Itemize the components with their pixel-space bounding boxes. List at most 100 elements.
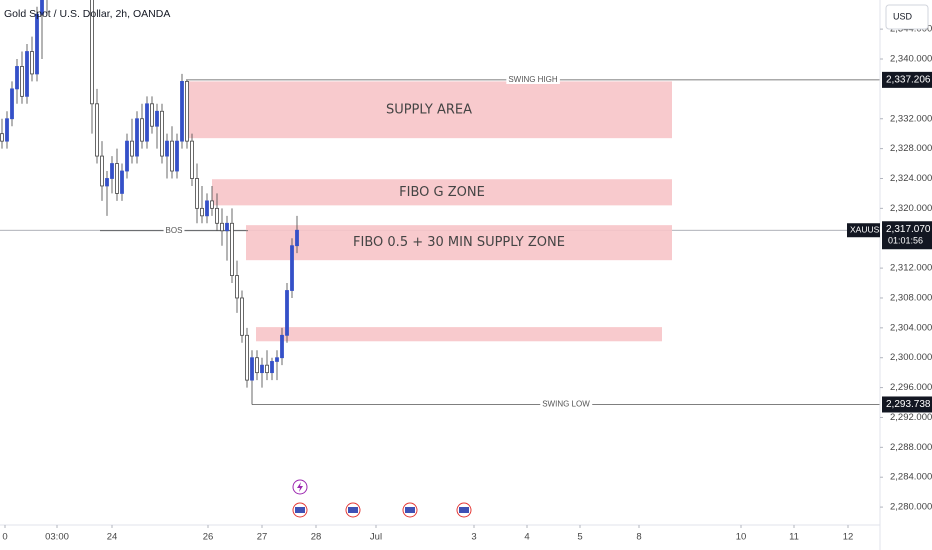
flag — [405, 507, 415, 513]
x-tick-label: 11 — [789, 532, 799, 543]
x-tick-label: 12 — [843, 532, 854, 543]
y-tick-label: 2,288.000 — [890, 442, 932, 453]
candle-body — [245, 334, 249, 381]
level-label: SWING LOW — [542, 400, 590, 409]
candle-body — [100, 155, 104, 187]
last-price-box — [882, 221, 932, 250]
candle-body — [120, 170, 124, 194]
zone — [256, 327, 662, 342]
candle-body — [165, 140, 169, 157]
x-tick-label: 27 — [257, 532, 268, 543]
level-label: SWING HIGH — [508, 75, 558, 84]
x-tick-label: 3 — [471, 532, 476, 543]
zone — [212, 179, 672, 206]
candle-body — [235, 275, 239, 299]
candle-body — [5, 118, 9, 142]
zone-label: FIBO 0.5 + 30 MIN SUPPLY ZONE — [353, 235, 565, 250]
candle-body — [40, 0, 44, 15]
candle-body — [265, 364, 269, 374]
candle-body — [220, 222, 224, 232]
candle-body — [0, 133, 4, 142]
candle-body — [30, 51, 34, 75]
y-tick-label: 2,296.000 — [890, 382, 932, 393]
y-tick-label: 2,304.000 — [890, 322, 932, 333]
x-tick-label: 4 — [524, 532, 529, 543]
candle-body — [190, 140, 194, 179]
candle-body — [105, 178, 109, 187]
candle-body — [260, 364, 264, 374]
countdown-label: 01:01:56 — [888, 236, 923, 246]
event-icons — [292, 479, 472, 518]
candle-body — [160, 110, 164, 157]
candle-body — [170, 140, 174, 172]
candle-body — [135, 118, 139, 157]
candle-body — [130, 140, 134, 157]
candle-body — [175, 140, 179, 172]
zone — [246, 225, 672, 261]
candle-body — [125, 140, 129, 172]
zone-label: FIBO G ZONE — [399, 185, 485, 200]
y-tick-label: 2,332.000 — [890, 113, 932, 124]
candle-body — [215, 207, 219, 224]
level-price-box — [882, 396, 932, 413]
level-price-label: 2,293.738 — [886, 399, 931, 410]
level-label-bg — [540, 399, 593, 409]
candle-body — [15, 66, 19, 90]
currency-label: USD — [893, 11, 913, 21]
x-tick-label: 0 — [2, 532, 7, 543]
level-label-bg — [163, 225, 185, 235]
candle-body — [250, 357, 254, 381]
candle-body — [110, 163, 114, 179]
symbol-box — [847, 223, 880, 238]
candle-body — [230, 222, 234, 276]
flag — [348, 507, 358, 513]
zone — [186, 81, 672, 139]
x-tick-label: 5 — [577, 532, 582, 543]
flag — [459, 507, 469, 513]
candle-body — [270, 361, 274, 374]
candle-body — [140, 118, 144, 142]
candle-body — [255, 357, 259, 374]
lightning — [297, 482, 303, 492]
candle-body — [200, 207, 204, 217]
currency-button[interactable] — [885, 4, 929, 30]
x-tick-label: Jul — [370, 532, 382, 543]
y-tick-label: 2,340.000 — [890, 54, 932, 65]
y-tick-label: 2,328.000 — [890, 143, 932, 154]
x-tick-label: 8 — [636, 532, 641, 543]
x-tick-label: 26 — [203, 532, 214, 543]
level-label: BOS — [166, 226, 183, 235]
x-tick-label: 28 — [311, 532, 322, 543]
x-tick-label: 24 — [107, 532, 118, 543]
candle-body — [240, 297, 244, 336]
y-tick-label: 2,292.000 — [890, 412, 932, 423]
y-tick-label: 2,320.000 — [890, 203, 932, 214]
candle-body — [280, 334, 284, 359]
x-tick-label: 03:00 — [45, 532, 69, 543]
flag — [295, 507, 305, 513]
y-tick-label: 2,312.000 — [890, 263, 932, 274]
y-tick-label: 2,300.000 — [890, 352, 932, 363]
candle-body — [115, 163, 119, 194]
candle-body — [195, 178, 199, 209]
candle-body — [225, 222, 229, 232]
level-price-box — [882, 71, 932, 88]
flag-icons — [292, 502, 472, 518]
last-price-label: 2,317.070 — [886, 224, 931, 235]
candle-body — [295, 229, 299, 247]
chart-title: Gold Spot / U.S. Dollar, 2h, OANDA — [4, 8, 170, 20]
candle-body — [20, 66, 24, 97]
candle-body — [285, 290, 289, 336]
candle-body — [10, 88, 14, 120]
x-tick-label: 10 — [736, 532, 747, 543]
candle-body — [25, 51, 29, 97]
y-tick-label: 2,284.000 — [890, 472, 932, 483]
candle-body — [275, 357, 279, 362]
y-tick-label: 2,324.000 — [890, 173, 932, 184]
plot-area: SUPPLY AREA FIBO G ZONE FIBO 0.5 + 30 MIN … — [0, 0, 880, 409]
candle-body — [210, 200, 214, 209]
candle-body — [205, 200, 209, 217]
candle-body — [290, 245, 294, 291]
candle-body — [145, 103, 149, 142]
